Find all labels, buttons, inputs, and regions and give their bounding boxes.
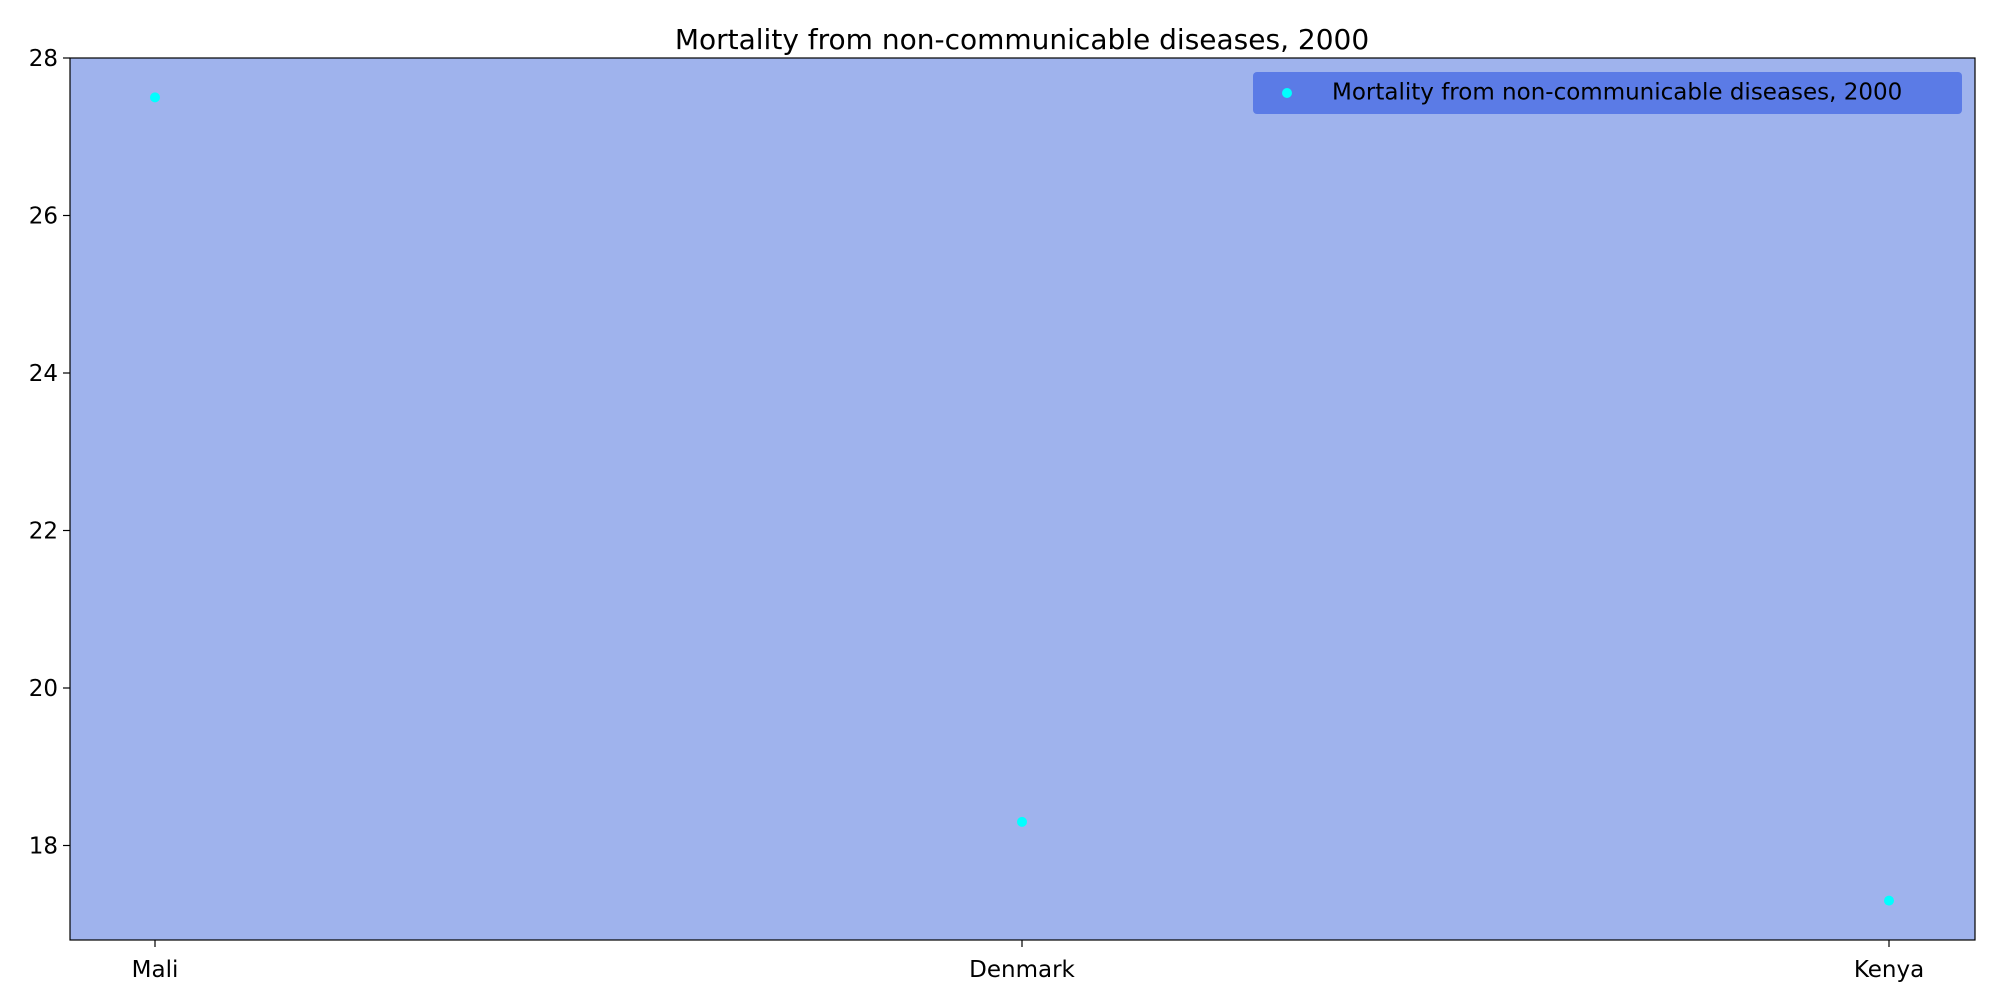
data-point <box>1017 816 1027 827</box>
legend-box <box>1253 72 1962 114</box>
plot-area-background <box>70 58 1975 940</box>
legend: Mortality from non-communicable diseases… <box>1253 72 1962 114</box>
data-point <box>1884 895 1894 906</box>
data-points <box>150 92 1894 906</box>
legend-label: Mortality from non-communicable diseases… <box>1332 80 1902 106</box>
y-tick-label: 28 <box>29 46 58 72</box>
x-axis: Mali Denmark Kenya <box>132 940 1924 983</box>
x-tick-label: Denmark <box>969 957 1075 983</box>
data-point <box>150 92 160 103</box>
y-axis: 18 20 22 24 26 28 <box>29 46 70 860</box>
y-tick-label: 22 <box>29 519 58 545</box>
y-tick-label: 24 <box>29 361 58 387</box>
x-tick-label: Kenya <box>1854 957 1924 983</box>
y-tick-label: 20 <box>29 676 58 702</box>
y-tick-label: 18 <box>29 834 58 860</box>
x-tick-label: Mali <box>132 957 179 983</box>
chart-title: Mortality from non-communicable diseases… <box>675 23 1369 56</box>
plot-area-frame <box>69 57 1976 941</box>
y-tick-label: 26 <box>29 204 58 230</box>
legend-marker <box>1282 88 1292 98</box>
